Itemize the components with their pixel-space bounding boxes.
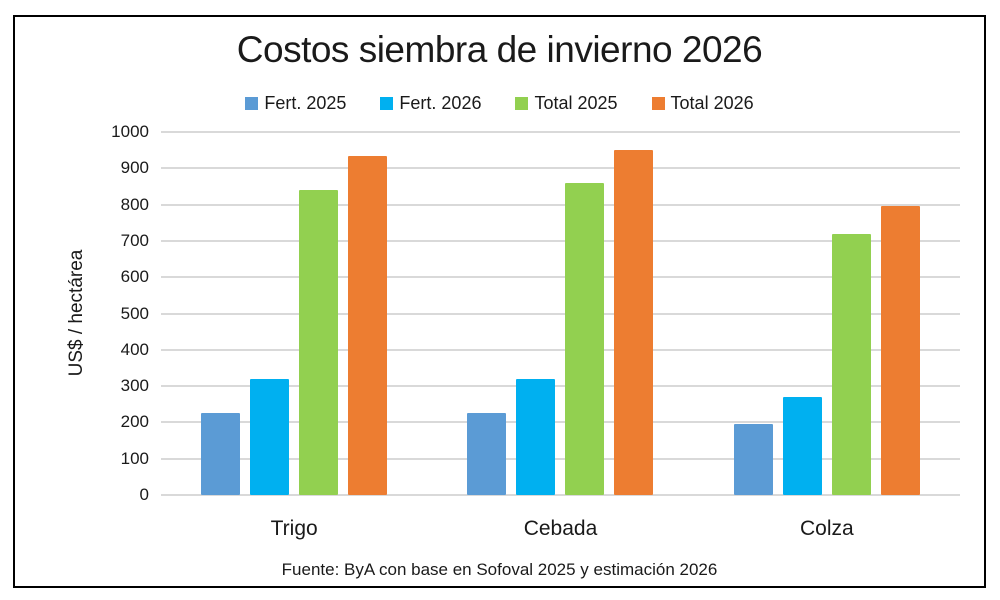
gridline [161, 348, 960, 351]
legend-label: Total 2026 [670, 93, 754, 113]
y-tick-label: 500 [120, 303, 149, 323]
legend-label: Fert. 2025 [264, 93, 347, 113]
y-tick-label: 300 [120, 376, 149, 396]
y-tick-label: 100 [120, 448, 149, 468]
bar-total-2025-cebada [565, 182, 605, 495]
gridline [161, 167, 960, 170]
bar-group-cebada [427, 132, 693, 495]
chart-legend: Fert. 2025 Fert. 2026 Total 2025 Total 2026 [15, 93, 984, 114]
bar-fert-2025-cebada [467, 413, 507, 495]
bar-total-2025-colza [831, 233, 871, 495]
legend-item-total-2025: Total 2025 [515, 93, 618, 114]
bar-total-2025-trigo [299, 190, 339, 495]
bar-group-trigo [161, 132, 427, 495]
gridline [161, 385, 960, 388]
y-tick-label: 200 [120, 412, 149, 432]
bar-fert-2026-cebada [516, 378, 556, 495]
bar-fert-2026-trigo [250, 378, 290, 495]
legend-item-total-2026: Total 2026 [651, 93, 754, 114]
y-tick-label: 1000 [111, 122, 149, 141]
legend-swatch-icon [515, 97, 529, 110]
gridline [161, 312, 960, 315]
bar-total-2026-cebada [614, 150, 654, 495]
bar-fert-2025-trigo [201, 413, 241, 495]
category-label-colza: Colza [799, 517, 854, 540]
category-label-cebada: Cebada [523, 517, 598, 540]
legend-item-fert-2026: Fert. 2026 [380, 93, 481, 114]
plot-area [161, 131, 960, 496]
gridline [161, 276, 960, 279]
y-axis-tick-labels: 0 100 200 300 400 500 600 700 800 900 1000 [29, 122, 149, 504]
bar-group-colza [694, 132, 960, 495]
y-tick-label: 900 [120, 158, 149, 178]
legend-swatch-icon [380, 97, 394, 110]
category-label-trigo: Trigo [270, 517, 318, 540]
gridline [161, 203, 960, 206]
y-tick-label: 600 [120, 267, 149, 287]
chart-frame: Costos siembra de invierno 2026 Fert. 20… [13, 15, 986, 588]
legend-swatch-icon [651, 97, 665, 110]
gridline [161, 239, 960, 242]
bar-fert-2025-colza [733, 424, 773, 495]
bar-total-2026-trigo [348, 155, 388, 495]
y-tick-label: 800 [120, 194, 149, 214]
bar-total-2026-colza [880, 206, 920, 495]
legend-swatch-icon [245, 97, 259, 110]
gridline [161, 131, 960, 133]
source-note: Fuente: ByA con base en Sofoval 2025 y e… [281, 560, 718, 579]
bar-fert-2026-colza [782, 397, 822, 495]
x-axis-category-labels: Trigo Cebada Colza [161, 517, 960, 541]
y-tick-label: 700 [120, 230, 149, 250]
chart-title: Costos siembra de invierno 2026 [236, 29, 763, 70]
legend-item-fert-2025: Fert. 2025 [245, 93, 346, 114]
gridline [161, 421, 960, 424]
y-tick-label: 400 [120, 339, 149, 359]
gridline [161, 494, 960, 496]
gridline [161, 457, 960, 460]
legend-label: Total 2025 [534, 93, 618, 113]
legend-label: Fert. 2026 [399, 93, 482, 113]
y-tick-label: 0 [139, 485, 149, 504]
